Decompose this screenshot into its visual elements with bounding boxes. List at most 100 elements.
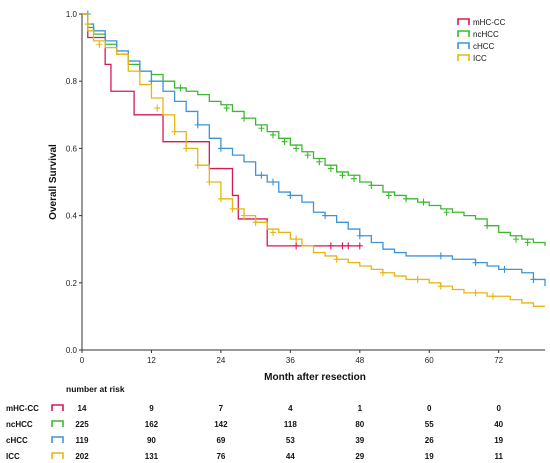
censor-mark-nchcc — [304, 151, 311, 159]
censor-mark-nchcc — [351, 175, 358, 183]
y-tick-label: 0.4 — [66, 212, 78, 221]
x-tick-label: 72 — [494, 356, 503, 365]
legend-label-chcc: cHCC — [473, 42, 495, 51]
x-tick-label: 12 — [147, 356, 156, 365]
risk-cell: 9 — [149, 404, 154, 413]
censor-mark-nchcc — [403, 195, 410, 203]
legend-label-mhc-cc: mHC-CC — [473, 18, 506, 27]
legend-swatch-nchcc — [457, 30, 470, 37]
risk-row-name-nchcc: ncHCC — [6, 420, 33, 429]
censor-mark-nchcc — [269, 131, 276, 139]
censor-mark-icc — [414, 275, 421, 283]
risk-row-swatch-chcc — [51, 436, 64, 443]
censor-mark-chcc — [437, 252, 444, 260]
censor-mark-nchcc — [339, 171, 346, 179]
y-tick-label: 0.6 — [66, 144, 78, 153]
x-tick-label: 60 — [425, 356, 434, 365]
censor-mark-nchcc — [368, 181, 375, 189]
censor-mark-chcc — [530, 275, 537, 283]
censor-mark-icc — [252, 218, 259, 226]
censor-mark-nchcc — [327, 165, 334, 173]
series-line-chcc — [82, 13, 546, 287]
risk-row-swatch-icc — [51, 452, 64, 459]
risk-cell: 118 — [284, 420, 297, 429]
censor-mark-icc — [241, 212, 248, 220]
censor-mark-mhc-cc — [339, 242, 346, 250]
risk-cell: 69 — [216, 436, 225, 445]
axes: 0.0 0.2 0.4 0.6 0.8 1.0 0 12 24 36 48 60 72 — [66, 10, 545, 365]
risk-cell: 76 — [216, 452, 225, 461]
risk-row-name-mhc-cc: mHC-CC — [6, 404, 39, 413]
censor-mark-icc — [217, 195, 224, 203]
censor-mark-icc — [333, 255, 340, 263]
legend-label-nchcc: ncHCC — [473, 30, 499, 39]
censor-mark-nchcc — [177, 84, 184, 92]
risk-cell: 19 — [425, 452, 434, 461]
risk-cell: 119 — [76, 436, 89, 445]
series-line-icc — [82, 13, 545, 307]
risk-cell: 0 — [496, 404, 501, 413]
censor-mark-nchcc — [293, 144, 300, 152]
risk-row-swatch-mhc-cc — [51, 404, 64, 411]
risk-table: mHC-CC 14 9 7 4 1 0 0 ncHCC 225 162 142 118 80 55 40 cHC… — [6, 404, 504, 461]
censor-mark-nchcc — [420, 198, 427, 206]
x-tick-label: 0 — [80, 356, 85, 365]
risk-cell: 7 — [219, 404, 224, 413]
x-tick-label: 48 — [355, 356, 364, 365]
censor-mark-chcc — [356, 232, 363, 240]
censor-mark-icc — [269, 228, 276, 236]
censor-mark-mhc-cc — [345, 242, 352, 250]
censor-mark-icc — [379, 269, 386, 277]
censor-mark-icc — [437, 282, 444, 290]
censor-mark-icc — [293, 235, 300, 243]
risk-cell: 142 — [214, 420, 228, 429]
censor-mark-icc — [229, 205, 236, 213]
y-tick-label: 0.2 — [66, 279, 78, 288]
censor-mark-nchcc — [241, 114, 248, 122]
risk-cell: 202 — [75, 452, 89, 461]
censor-mark-nchcc — [281, 138, 288, 146]
censor-mark-icc — [206, 178, 213, 186]
risk-cell: 14 — [78, 404, 87, 413]
y-tick-label: 1.0 — [66, 10, 78, 19]
risk-cell: 11 — [494, 452, 503, 461]
legend-swatch-chcc — [457, 42, 470, 49]
censor-mark-icc — [489, 292, 496, 300]
risk-cell: 131 — [145, 452, 159, 461]
censor-mark-icc — [171, 128, 178, 136]
censor-mark-icc — [194, 161, 201, 169]
censor-mark-chcc — [148, 77, 155, 85]
censor-mark-chcc — [258, 171, 265, 179]
risk-cell: 90 — [147, 436, 156, 445]
x-axis-label: Month after resection — [264, 372, 366, 383]
censor-mark-nchcc — [513, 235, 520, 243]
risk-cell: 44 — [286, 452, 295, 461]
censor-mark-chcc — [269, 178, 276, 186]
risk-cell: 55 — [425, 420, 434, 429]
censor-mark-nchcc — [223, 104, 230, 112]
censor-mark-chcc — [217, 144, 224, 152]
censor-mark-nchcc — [258, 124, 265, 132]
risk-cell: 4 — [288, 404, 293, 413]
censor-mark-icc — [154, 104, 161, 112]
censor-mark-icc — [96, 40, 103, 48]
risk-cell: 26 — [425, 436, 434, 445]
risk-cell: 19 — [494, 436, 503, 445]
x-tick-label: 36 — [286, 356, 295, 365]
risk-cell: 0 — [427, 404, 432, 413]
censor-mark-nchcc — [385, 191, 392, 199]
censor-mark-nchcc — [524, 238, 531, 246]
risk-table-header: number at risk — [66, 384, 125, 394]
censor-mark-chcc — [501, 265, 508, 273]
censor-mark-chcc — [287, 191, 294, 199]
censor-mark-mhc-cc — [356, 242, 363, 250]
censor-mark-icc — [183, 144, 190, 152]
legend-swatch-mhc-cc — [457, 18, 470, 25]
y-tick-label: 0.8 — [66, 77, 78, 86]
legend: mHC-CC ncHCC cHCC ICC — [457, 18, 506, 63]
censor-mark-nchcc — [443, 208, 450, 216]
risk-cell: 80 — [355, 420, 364, 429]
censor-mark-mhc-cc — [327, 242, 334, 250]
risk-cell: 225 — [75, 420, 89, 429]
